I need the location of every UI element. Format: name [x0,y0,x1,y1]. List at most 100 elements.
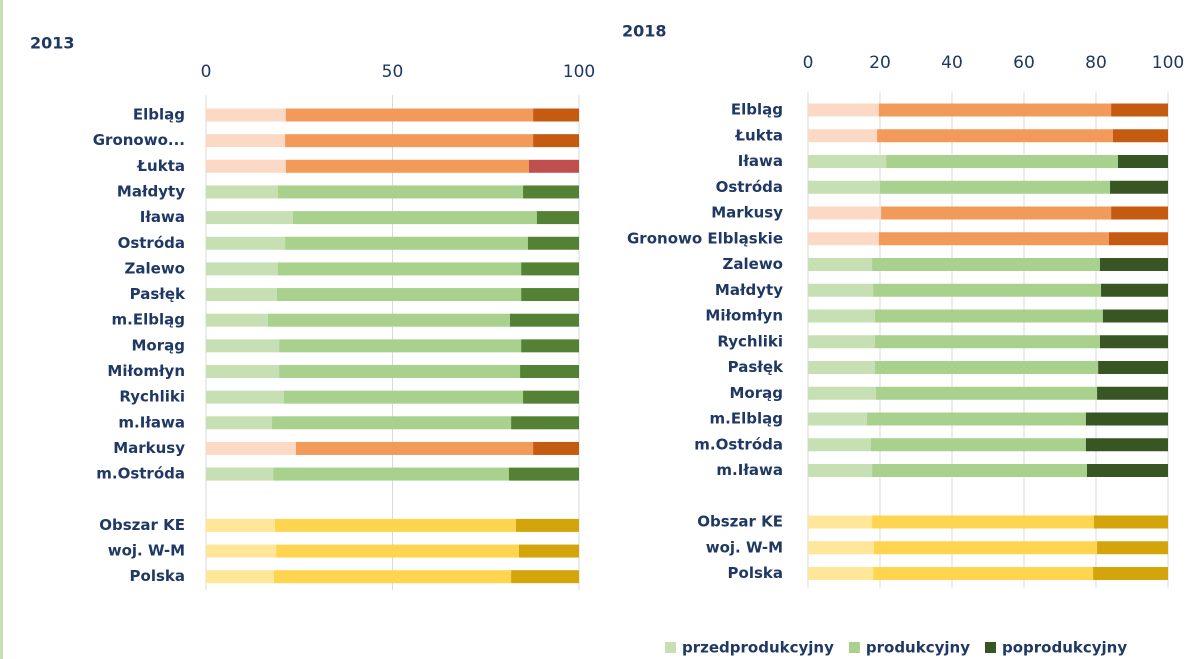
bar-segment [273,467,509,481]
bar-segment [873,541,1098,555]
bar-segment [533,108,579,122]
bar-segment [1102,309,1168,323]
bar-segment [808,309,875,323]
bar-segment [527,236,579,250]
bar-segment [536,211,579,225]
bar-segment [808,335,875,349]
y-tick-label: Rychliki [119,388,185,406]
bar-segment [878,103,1112,117]
left-border [0,0,3,659]
y-tick-label: Obszar KE [697,513,783,531]
bar-segment [1110,180,1168,194]
bar-segment [1093,515,1168,529]
y-tick-label: Małdyty [117,182,185,200]
bar-segment [206,416,273,430]
bar-segment [808,515,873,529]
bar-segment [276,288,522,302]
bar-segment [295,441,534,455]
bar-segment [279,339,522,353]
y-tick-label: Elbląg [731,101,783,119]
bar-segment [206,159,286,173]
bar-segment [206,262,278,276]
y-tick-label: Pasłęk [728,358,784,376]
y-tick-label: Gronowo Elbląskie [627,229,783,247]
bar-segment [520,365,579,378]
bar-segment [886,155,1118,168]
y-tick-label: Iława [738,152,783,170]
bar-segment [285,159,530,173]
bar-segment [808,412,868,426]
y-tick-label: m.Ostróda [96,465,185,483]
bar-segment [285,236,528,250]
bar-segment [206,544,277,558]
y-tick-label: Obszar KE [99,516,185,534]
bar-segment [808,232,879,246]
legend-swatch [848,642,860,653]
bar-segment [808,541,874,555]
chart-title: 2013 [30,34,75,53]
bar-segment [808,180,880,194]
bar-segment [206,441,296,455]
x-tick-label: 50 [382,62,404,82]
bar-segment [518,544,579,558]
bar-segment [521,262,579,276]
bar-segment [283,390,524,404]
bar-segment [509,313,579,327]
bar-segment [1111,103,1168,117]
x-tick-label: 60 [1013,53,1035,73]
bar-segment [1093,567,1168,580]
bar-segment [206,339,280,353]
bar-segment [275,518,516,532]
bar-segment [808,438,871,452]
chart-title: 2018 [622,22,667,41]
bar-segment [878,232,1109,246]
bar-segment [533,441,579,455]
bar-segment [1101,283,1168,297]
bar-segment [272,416,512,430]
bar-segment [1097,541,1168,555]
bar-segment [871,438,1086,452]
bar-segment [874,361,1099,374]
bar-segment [521,288,579,302]
bar-segment [285,108,534,122]
bar-segment [533,134,579,148]
bar-segment [1112,129,1168,143]
y-tick-label: Morąg [132,336,186,354]
y-tick-label: Markusy [113,439,185,457]
y-tick-label: Zalewo [723,255,783,273]
bar-segment [276,544,519,558]
bar-segment [867,412,1086,426]
bar-segment [1085,412,1168,426]
bar-segment [1097,386,1168,400]
bar-segment [873,567,1094,580]
x-tick-label: 40 [941,53,963,73]
bar-segment [872,515,1094,529]
bar-segment [206,313,268,327]
y-tick-label: Łukta [136,157,185,175]
legend-label: produkcyjny [866,639,970,657]
bar-segment [808,567,874,580]
bar-segment [273,570,512,584]
y-tick-label: Zalewo [125,259,185,277]
bar-segment [808,386,877,400]
y-tick-label: Gronowo... [93,131,185,149]
x-tick-label: 80 [1085,53,1107,73]
bar-segment [877,129,1113,143]
bar-segment [279,365,521,378]
bar-segment [876,386,1098,400]
bar-segment [529,159,579,173]
bar-segment [515,518,579,532]
bar-segment [206,211,293,225]
bar-segment [267,313,510,327]
bar-segment [508,467,579,481]
bar-segment [874,335,1100,349]
bar-segment [277,262,522,276]
legend-label: poprodukcyjny [1002,639,1127,657]
y-tick-label: Ostróda [716,178,783,196]
bar-segment [1098,361,1168,374]
legend-swatch [984,642,996,653]
bar-segment [523,185,579,199]
bar-segment [872,464,1087,477]
bar-segment [874,309,1103,323]
